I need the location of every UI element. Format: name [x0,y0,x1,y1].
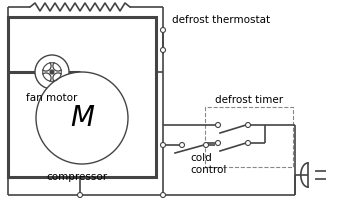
Text: M: M [70,104,94,132]
Bar [8,17,156,177]
Circle shape [36,72,128,164]
Circle shape [78,193,83,197]
Circle shape [245,140,251,146]
Text: compressor: compressor [47,172,107,182]
Text: defrost timer: defrost timer [215,95,283,105]
Text: defrost thermostat: defrost thermostat [172,15,270,25]
Circle shape [204,143,208,147]
Circle shape [245,122,251,127]
Circle shape [160,193,166,197]
Text: fan motor: fan motor [26,93,78,103]
Bar [205,107,293,167]
Circle shape [160,143,166,147]
Circle shape [160,47,166,52]
Circle shape [35,55,69,89]
Text: cold
control: cold control [190,153,226,175]
Circle shape [216,140,221,146]
Circle shape [160,28,166,33]
Circle shape [50,70,54,74]
Circle shape [216,122,221,127]
Circle shape [180,143,185,147]
